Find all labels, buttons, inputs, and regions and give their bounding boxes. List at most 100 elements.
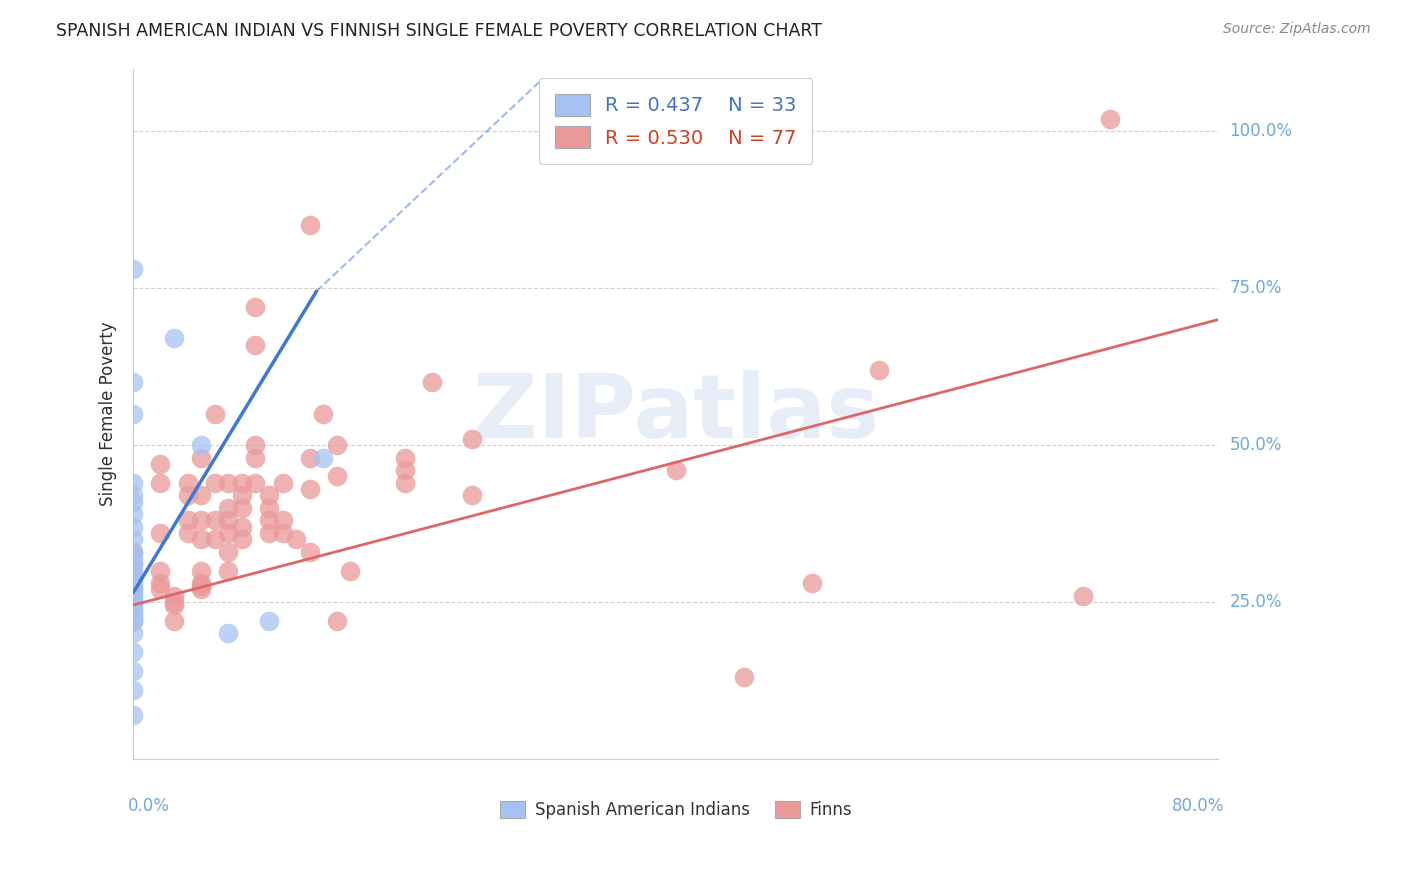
Point	[163, 598, 186, 612]
Point	[122, 507, 145, 521]
Point	[122, 558, 145, 572]
Point	[271, 513, 294, 527]
Point	[312, 450, 335, 465]
Text: 75.0%: 75.0%	[1230, 279, 1282, 297]
Point	[122, 614, 145, 628]
Point	[122, 682, 145, 697]
Text: 0.0%: 0.0%	[128, 797, 170, 814]
Text: ZIPatlas: ZIPatlas	[472, 370, 879, 458]
Point	[665, 463, 688, 477]
Point	[122, 494, 145, 508]
Point	[231, 500, 253, 515]
Point	[122, 595, 145, 609]
Point	[190, 564, 212, 578]
Point	[122, 545, 145, 559]
Point	[122, 707, 145, 722]
Point	[176, 513, 198, 527]
Point	[190, 576, 212, 591]
Point	[122, 570, 145, 584]
Point	[257, 500, 280, 515]
Legend: R = 0.437    N = 33, R = 0.530    N = 77: R = 0.437 N = 33, R = 0.530 N = 77	[540, 78, 813, 164]
Point	[245, 450, 267, 465]
Text: 80.0%: 80.0%	[1171, 797, 1223, 814]
Point	[149, 582, 172, 597]
Point	[122, 532, 145, 546]
Text: 100.0%: 100.0%	[1230, 122, 1292, 140]
Point	[245, 337, 267, 351]
Point	[122, 545, 145, 559]
Point	[149, 457, 172, 471]
Point	[217, 545, 239, 559]
Point	[257, 488, 280, 502]
Point	[122, 601, 145, 615]
Point	[190, 450, 212, 465]
Point	[122, 558, 145, 572]
Text: Source: ZipAtlas.com: Source: ZipAtlas.com	[1223, 22, 1371, 37]
Point	[1098, 112, 1121, 126]
Point	[420, 376, 443, 390]
Point	[190, 513, 212, 527]
Point	[122, 607, 145, 622]
Point	[176, 475, 198, 490]
Point	[245, 475, 267, 490]
Point	[217, 564, 239, 578]
Point	[204, 475, 226, 490]
Point	[122, 589, 145, 603]
Point	[217, 626, 239, 640]
Point	[800, 576, 823, 591]
Point	[394, 463, 416, 477]
Point	[339, 564, 361, 578]
Point	[122, 376, 145, 390]
Point	[733, 670, 755, 684]
Point	[326, 469, 349, 483]
Point	[231, 532, 253, 546]
Point	[271, 525, 294, 540]
Point	[190, 582, 212, 597]
Point	[149, 576, 172, 591]
Point	[190, 579, 212, 593]
Point	[122, 582, 145, 597]
Point	[122, 551, 145, 566]
Text: SPANISH AMERICAN INDIAN VS FINNISH SINGLE FEMALE POVERTY CORRELATION CHART: SPANISH AMERICAN INDIAN VS FINNISH SINGL…	[56, 22, 823, 40]
Point	[298, 219, 321, 233]
Point	[461, 488, 484, 502]
Point	[163, 331, 186, 345]
Text: 50.0%: 50.0%	[1230, 436, 1282, 454]
Point	[217, 525, 239, 540]
Point	[868, 362, 890, 376]
Point	[231, 475, 253, 490]
Point	[176, 525, 198, 540]
Point	[190, 488, 212, 502]
Point	[298, 545, 321, 559]
Point	[122, 610, 145, 624]
Point	[122, 488, 145, 502]
Point	[122, 262, 145, 277]
Point	[394, 475, 416, 490]
Point	[231, 519, 253, 533]
Point	[204, 407, 226, 421]
Point	[204, 513, 226, 527]
Point	[122, 604, 145, 618]
Point	[245, 438, 267, 452]
Point	[122, 664, 145, 678]
Point	[122, 595, 145, 609]
Point	[217, 500, 239, 515]
Point	[326, 438, 349, 452]
Point	[257, 525, 280, 540]
Point	[122, 591, 145, 606]
Point	[176, 488, 198, 502]
Point	[122, 598, 145, 612]
Point	[163, 595, 186, 609]
Point	[298, 450, 321, 465]
Point	[122, 475, 145, 490]
Point	[122, 645, 145, 659]
Point	[122, 585, 145, 599]
Point	[149, 475, 172, 490]
Point	[326, 614, 349, 628]
Point	[190, 532, 212, 546]
Point	[190, 438, 212, 452]
Point	[122, 582, 145, 597]
Point	[122, 519, 145, 533]
Y-axis label: Single Female Poverty: Single Female Poverty	[100, 321, 117, 506]
Point	[163, 589, 186, 603]
